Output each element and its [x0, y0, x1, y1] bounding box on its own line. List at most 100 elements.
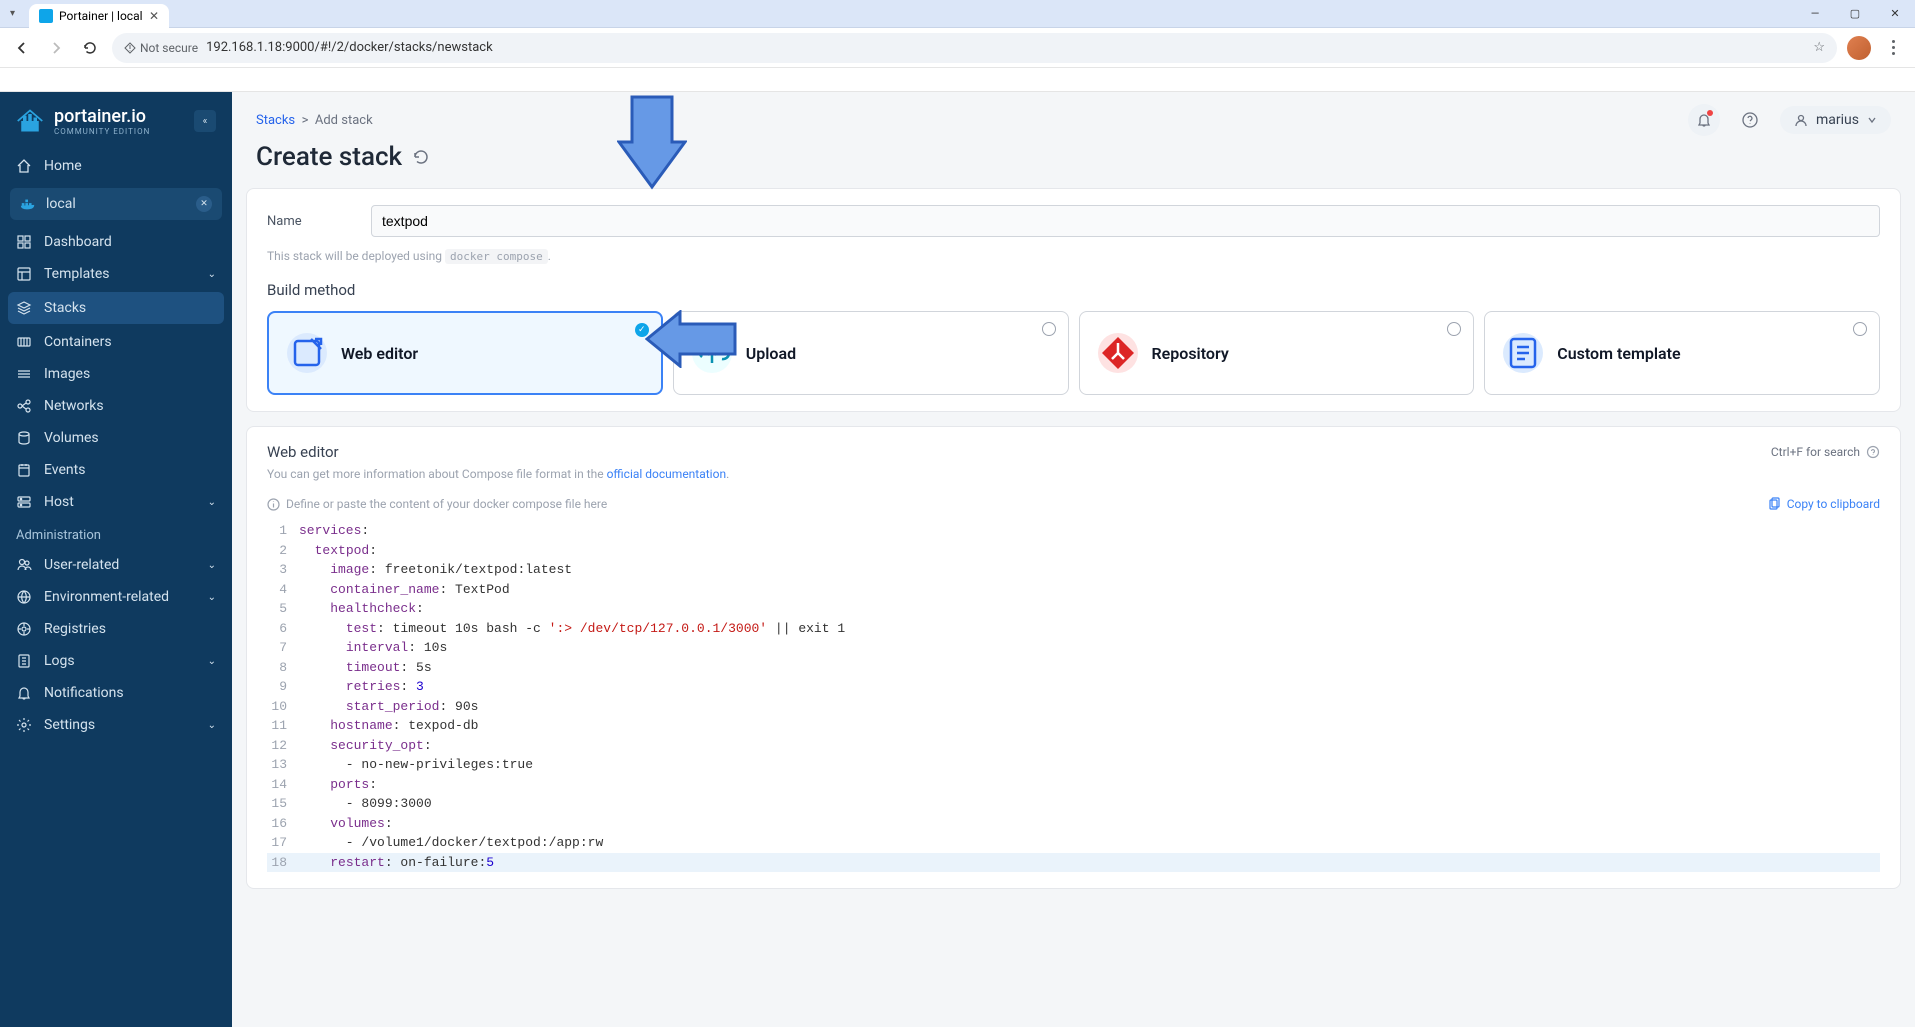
method-upload[interactable]: Upload [673, 311, 1069, 395]
nav-environment-related[interactable]: Environment-related⌄ [0, 581, 232, 613]
nav-home-label: Home [44, 158, 82, 174]
nav-dashboard[interactable]: Dashboard [0, 226, 232, 258]
reload-button[interactable] [78, 36, 102, 60]
editor-search-hint: Ctrl+F for search [1771, 445, 1880, 459]
code-content: - /volume1/docker/textpod:/app:rw [299, 833, 603, 853]
code-content: hostname: texpod-db [299, 716, 478, 736]
code-line[interactable]: 13 - no-new-privileges:true [267, 755, 1880, 775]
nav-label: Templates [44, 266, 110, 282]
nav-user-related[interactable]: User-related⌄ [0, 549, 232, 581]
nav-settings[interactable]: Settings⌄ [0, 709, 232, 741]
bookmark-star-icon[interactable]: ☆ [1813, 40, 1825, 55]
code-line[interactable]: 6 test: timeout 10s bash -c ':> /dev/tcp… [267, 619, 1880, 639]
copy-to-clipboard[interactable]: Copy to clipboard [1767, 497, 1880, 511]
nav-events[interactable]: Events [0, 454, 232, 486]
code-content: services: [299, 521, 369, 541]
breadcrumb-root[interactable]: Stacks [256, 113, 295, 128]
profile-avatar[interactable] [1847, 36, 1871, 60]
line-number: 3 [267, 560, 299, 580]
brand-logo[interactable]: portainer.io COMMUNITY EDITION « [0, 92, 232, 150]
admin-section-label: Administration [0, 518, 232, 549]
code-line[interactable]: 16 volumes: [267, 814, 1880, 834]
code-line[interactable]: 1services: [267, 521, 1880, 541]
refresh-icon[interactable] [412, 148, 430, 166]
code-line[interactable]: 10 start_period: 90s [267, 697, 1880, 717]
tab-dropdown-icon[interactable]: ▾ [4, 8, 21, 19]
address-bar[interactable]: Not secure 192.168.1.18:9000/#!/2/docker… [112, 33, 1837, 63]
code-line[interactable]: 7 interval: 10s [267, 638, 1880, 658]
nav-label: Registries [44, 621, 106, 637]
code-line[interactable]: 12 security_opt: [267, 736, 1880, 756]
method-custom-template[interactable]: Custom template [1484, 311, 1880, 395]
code-line[interactable]: 2 textpod: [267, 541, 1880, 561]
code-line[interactable]: 14 ports: [267, 775, 1880, 795]
breadcrumb: Stacks > Add stack [256, 113, 373, 128]
line-number: 2 [267, 541, 299, 561]
nav-templates[interactable]: Templates ⌄ [0, 258, 232, 290]
line-number: 9 [267, 677, 299, 697]
code-content: textpod: [299, 541, 377, 561]
maximize-button[interactable]: ▢ [1835, 0, 1875, 28]
tab-favicon [39, 9, 53, 23]
method-web-editor[interactable]: Web editor ✓ [267, 311, 663, 395]
security-indicator[interactable]: Not secure [124, 41, 198, 55]
user-menu[interactable]: marius [1780, 106, 1891, 134]
settings-icon [16, 717, 32, 733]
code-content: image: freetonik/textpod:latest [299, 560, 572, 580]
help-button[interactable] [1734, 104, 1766, 136]
nav-volumes[interactable]: Volumes [0, 422, 232, 454]
code-line[interactable]: 3 image: freetonik/textpod:latest [267, 560, 1880, 580]
forward-button[interactable] [44, 36, 68, 60]
back-button[interactable] [10, 36, 34, 60]
minimize-button[interactable]: — [1795, 0, 1835, 28]
editor-info: You can get more information about Compo… [267, 467, 1880, 481]
notifications-button[interactable] [1688, 104, 1720, 136]
code-line[interactable]: 17 - /volume1/docker/textpod:/app:rw [267, 833, 1880, 853]
line-number: 18 [267, 853, 299, 873]
dashboard-icon [16, 234, 32, 250]
chevron-down-icon: ⌄ [208, 269, 216, 280]
nav-images[interactable]: Images [0, 358, 232, 390]
environment-close-icon[interactable]: ✕ [196, 196, 212, 212]
chevron-down-icon: ⌄ [208, 497, 216, 508]
form-card: Name This stack will be deployed using d… [246, 188, 1901, 412]
username: marius [1816, 112, 1859, 128]
code-line[interactable]: 11 hostname: texpod-db [267, 716, 1880, 736]
nav-home[interactable]: Home [0, 150, 232, 182]
nav-notifications[interactable]: Notifications [0, 677, 232, 709]
docs-link[interactable]: official documentation [607, 467, 727, 481]
sidebar-collapse-button[interactable]: « [194, 110, 216, 132]
tab-close-icon[interactable]: ✕ [149, 9, 159, 23]
method-icon [1503, 333, 1543, 373]
code-content: - 8099:3000 [299, 794, 432, 814]
code-line[interactable]: 4 container_name: TextPod [267, 580, 1880, 600]
method-repository[interactable]: Repository [1079, 311, 1475, 395]
browser-tab[interactable]: Portainer | local ✕ [29, 4, 169, 28]
nav-label: Networks [44, 398, 104, 414]
code-content: security_opt: [299, 736, 432, 756]
code-line[interactable]: 9 retries: 3 [267, 677, 1880, 697]
method-icon [1098, 333, 1138, 373]
name-input[interactable] [371, 205, 1880, 237]
code-line[interactable]: 15 - 8099:3000 [267, 794, 1880, 814]
code-line[interactable]: 18 restart: on-failure:5 [267, 853, 1880, 873]
nav-networks[interactable]: Networks [0, 390, 232, 422]
code-content: container_name: TextPod [299, 580, 510, 600]
nav-label: Environment-related [44, 589, 169, 605]
code-editor[interactable]: 1services:2 textpod:3 image: freetonik/t… [267, 521, 1880, 872]
nav-containers[interactable]: Containers [0, 326, 232, 358]
nav-label: Settings [44, 717, 95, 733]
nav-label: Images [44, 366, 90, 382]
line-number: 11 [267, 716, 299, 736]
nav-logs[interactable]: Logs⌄ [0, 645, 232, 677]
close-window-button[interactable]: ✕ [1875, 0, 1915, 28]
code-line[interactable]: 5 healthcheck: [267, 599, 1880, 619]
nav-host[interactable]: Host⌄ [0, 486, 232, 518]
code-line[interactable]: 8 timeout: 5s [267, 658, 1880, 678]
sidebar: portainer.io COMMUNITY EDITION « Home lo… [0, 92, 232, 1027]
environment-selector[interactable]: local ✕ [10, 188, 222, 220]
nav-registries[interactable]: Registries [0, 613, 232, 645]
nav-stacks[interactable]: Stacks [8, 292, 224, 324]
editor-title: Web editor [267, 443, 339, 461]
browser-menu-icon[interactable] [1881, 40, 1905, 55]
